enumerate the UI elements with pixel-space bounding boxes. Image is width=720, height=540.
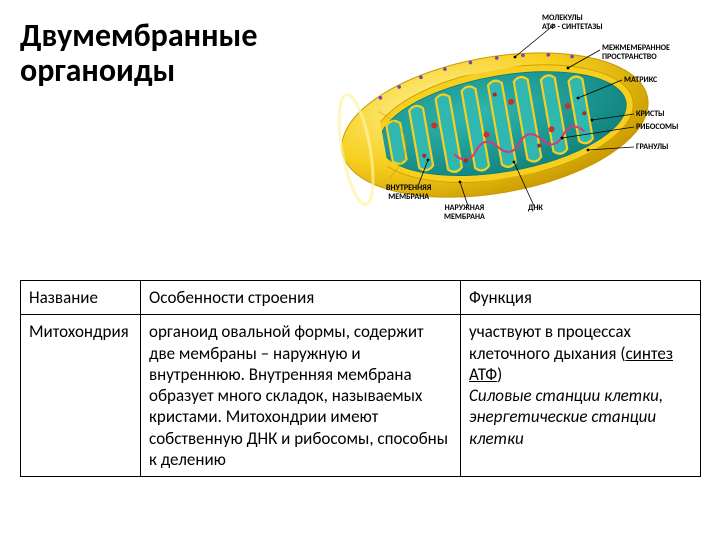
label-intermembrane: МЕЖМЕМБРАННОЕПРОСТРАНСТВО	[602, 44, 670, 62]
col-structure-header: Особенности строения	[141, 281, 461, 315]
organelle-table: Название Особенности строения Функция Ми…	[20, 280, 700, 477]
mitochondrion-diagram: МОЛЕКУЛЫАТФ - СИНТЕТАЗЫ МЕЖМЕМБРАННОЕПРО…	[300, 10, 700, 240]
label-cristae: КРИСТЫ	[636, 110, 665, 119]
func-italic: Силовые станции клетки, энергетические с…	[469, 385, 663, 449]
label-outer-membrane: НАРУЖНАЯМЕМБРАНА	[444, 204, 485, 222]
label-inner-membrane: ВНУТРЕННЯЯМЕМБРАНА	[386, 184, 431, 202]
col-function-header: Функция	[461, 281, 701, 315]
table-row: Митохондрия органоид овальной формы, сод…	[21, 315, 701, 477]
cell-structure: органоид овальной формы, содержит две ме…	[141, 315, 461, 477]
title-line-2: органоиды	[20, 51, 175, 90]
label-granules: ГРАНУЛЫ	[636, 143, 668, 152]
cell-name: Митохондрия	[21, 315, 141, 477]
cell-function: участвуют в процессах клеточного дыхания…	[461, 315, 701, 477]
func-text-1: участвуют в процессах клеточного дыхания…	[469, 321, 631, 363]
label-dna: ДНК	[528, 204, 543, 213]
title-line-1: Двумембранные	[20, 16, 257, 55]
table-header-row: Название Особенности строения Функция	[21, 281, 701, 315]
page-title: Двумембранные органоиды	[20, 18, 257, 88]
data-table: Название Особенности строения Функция Ми…	[20, 280, 701, 477]
func-text-2: )	[497, 364, 502, 385]
label-matrix: МАТРИКС	[624, 76, 657, 85]
label-atp-synthase: МОЛЕКУЛЫАТФ - СИНТЕТАЗЫ	[542, 14, 603, 32]
col-name-header: Название	[21, 281, 141, 315]
label-ribosomes: РИБОСОМЫ	[636, 123, 678, 132]
